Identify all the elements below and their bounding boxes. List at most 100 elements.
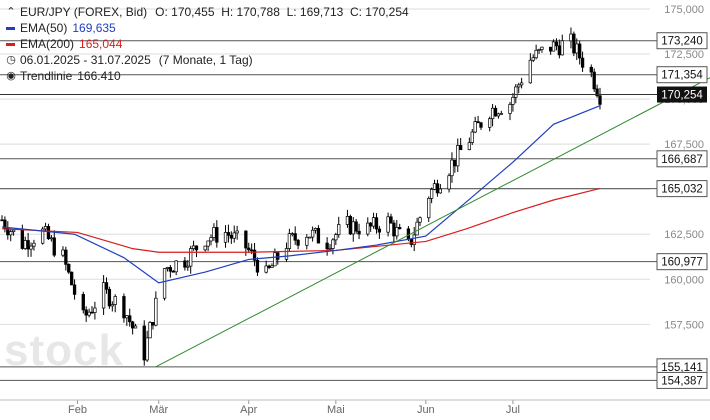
candle-body: [589, 66, 593, 73]
candle-body: [519, 82, 524, 86]
candle-body: [232, 232, 236, 239]
x-tick-label: Feb: [68, 404, 87, 416]
y-tick-label: 157,500: [664, 319, 704, 331]
trendline-label: Trendlinie: [20, 69, 73, 83]
candle-body: [284, 248, 289, 260]
candle-body: [168, 267, 173, 272]
candle-body: [406, 228, 411, 240]
x-tick-label: Mai: [327, 404, 345, 416]
candle-body: [235, 230, 239, 234]
chart-legend: ⌃ EUR/JPY (FOREX, Bid) O: 170,455 H: 170…: [6, 4, 409, 84]
candle-body: [415, 221, 419, 236]
candle-body: [110, 304, 114, 307]
candle-body: [534, 49, 538, 59]
candle-body: [29, 245, 33, 250]
candle-body: [244, 230, 248, 249]
candle-body: [308, 236, 312, 239]
candle-body: [130, 321, 135, 329]
candle-body: [395, 227, 399, 237]
candle-body: [528, 59, 532, 84]
candle-body: [459, 145, 463, 151]
candle-body: [371, 217, 376, 227]
candle-body: [183, 260, 187, 268]
candle-body: [93, 307, 97, 313]
watermark: stock: [4, 326, 124, 375]
level-price-label: 173,240: [661, 36, 703, 48]
candle-body: [191, 245, 196, 249]
candle-body: [398, 227, 402, 230]
candle-body: [540, 46, 544, 50]
candle-body: [125, 315, 129, 319]
candle-body: [331, 239, 335, 249]
candle-body: [496, 113, 501, 117]
candle-body: [313, 228, 318, 231]
level-price-tag: [656, 371, 708, 389]
candle-body: [206, 240, 210, 247]
trendline-value: 166.410: [77, 69, 121, 83]
candle-body: [43, 226, 48, 230]
candle-body: [113, 296, 117, 305]
level-price-label: 171,354: [661, 70, 703, 82]
legend-ema50-row: EMA(50) 169,635: [6, 20, 409, 36]
candle-body: [369, 222, 373, 227]
candle-body: [293, 233, 297, 241]
candle-body: [67, 264, 71, 273]
candle-body: [432, 183, 437, 190]
x-tick-label: Jun: [417, 404, 435, 416]
candle-body: [476, 121, 480, 124]
y-tick-label: 175,000: [664, 4, 704, 16]
candle-body: [447, 175, 451, 190]
candle-body: [334, 234, 338, 241]
candle-body: [189, 248, 193, 267]
candle-body: [61, 249, 65, 256]
candle-body: [252, 249, 257, 261]
candle-body: [26, 240, 30, 250]
legend-period-row: ◷ 06.01.2025 - 31.07.2025 (7 Monate, 1 T…: [6, 52, 409, 68]
candle-body: [151, 322, 155, 326]
candle-body: [580, 57, 585, 68]
candle-body: [162, 268, 167, 299]
y-tick-label: 172,500: [664, 49, 704, 61]
candle-body: [438, 188, 442, 194]
candle-body: [305, 237, 309, 246]
ema50-label: EMA(50): [20, 21, 68, 35]
ema50-swatch: [6, 26, 15, 30]
candle-body: [145, 337, 149, 361]
candle-body: [537, 49, 541, 51]
candle-body: [392, 222, 396, 237]
candle-body: [508, 104, 512, 114]
candle-body: [511, 96, 515, 105]
candle-body: [572, 33, 576, 54]
candles-group: [0, 27, 602, 366]
candle-body: [287, 233, 292, 249]
candle-body: [592, 71, 596, 90]
candle-body: [52, 237, 56, 256]
candle-body: [273, 252, 277, 267]
candle-body: [64, 249, 68, 265]
date-range: 06.01.2025 - 31.07.2025: [20, 53, 151, 67]
candle-body: [128, 315, 132, 323]
candle-body: [409, 238, 413, 245]
ema200-swatch: [6, 42, 15, 46]
candle-body: [290, 233, 294, 235]
candle-body: [186, 265, 190, 268]
candle-body: [569, 33, 573, 42]
candle-body: [72, 284, 77, 295]
legend-trend-row: ◉ Trendlinie 166.410: [6, 68, 409, 84]
trendline: [155, 77, 710, 368]
candle-body: [122, 296, 126, 319]
level-price-label: 155,141: [661, 362, 703, 374]
candle-body: [9, 231, 13, 236]
candle-body: [90, 311, 94, 314]
candle-body: [148, 322, 152, 339]
candle-body: [595, 88, 599, 97]
candle-body: [473, 121, 477, 133]
candle-body: [357, 230, 361, 235]
candle-body: [264, 265, 268, 273]
last-price-tag: [657, 86, 707, 103]
candle-body: [49, 237, 53, 240]
candle-body: [84, 309, 88, 316]
candle-body: [377, 228, 382, 233]
legend-ema200-row: EMA(200) 165,044: [6, 36, 409, 52]
candle-body: [560, 40, 564, 56]
